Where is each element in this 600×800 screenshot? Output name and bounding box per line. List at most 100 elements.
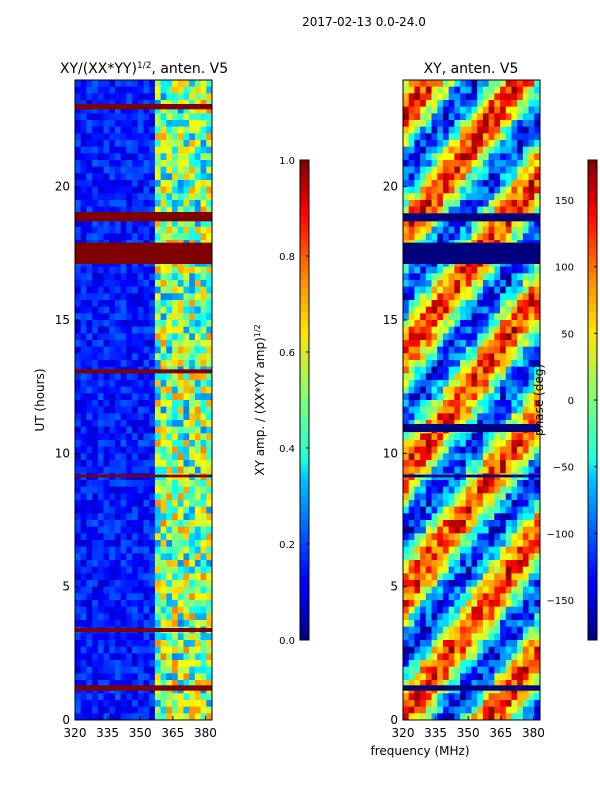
heatmap-cell [442,380,450,388]
heatmap-cell [189,673,196,681]
heatmap-cell [137,540,144,548]
heatmap-cell [103,340,110,348]
heatmap-cell [528,646,535,654]
heatmap-cell [177,546,184,554]
heatmap-cell [86,673,93,681]
heatmap-cell [437,113,444,121]
heatmap-cell [200,433,207,441]
flagged-band [403,474,540,478]
heatmap-cell [494,113,501,121]
heatmap-cell [154,233,162,241]
heatmap-cell [431,453,438,461]
heatmap-cell [420,386,427,394]
heatmap-cell [414,140,421,148]
heatmap-cell [425,393,432,401]
heatmap-cell [200,466,207,474]
heatmap-cell [137,140,144,148]
heatmap-cell [166,426,173,434]
heatmap-cell [166,320,173,328]
heatmap-cell [448,680,455,688]
heatmap-cell [505,666,512,674]
heatmap-cell [505,433,512,441]
heatmap-cell [109,100,116,108]
heatmap-cell [86,93,93,101]
heatmap-cell [414,193,421,201]
heatmap-cell [477,313,484,321]
heatmap-cell [160,100,167,108]
heatmap-cell [505,500,512,508]
heatmap-cell [477,526,484,534]
heatmap-cell [103,680,110,688]
heatmap-cell [183,566,190,574]
heatmap-cell [75,533,82,541]
heatmap-cell [420,433,427,441]
heatmap-cell [126,620,133,628]
heatmap-cell [517,406,524,414]
heatmap-cell [97,93,104,101]
heatmap-cell [471,306,478,314]
heatmap-cell [534,340,541,348]
heatmap-cell [477,340,484,348]
heatmap-cell [132,613,139,621]
heatmap-cell [477,573,484,581]
heatmap-cell [420,526,427,534]
heatmap-cell [137,586,144,594]
heatmap-cell [471,413,478,421]
heatmap-cell [143,446,150,454]
heatmap-cell [92,653,99,661]
heatmap-cell [132,360,139,368]
heatmap-cell [522,453,529,461]
heatmap-cell [86,346,93,354]
heatmap-cell [471,153,478,161]
heatmap-cell [86,333,93,341]
heatmap-cell [149,606,156,614]
heatmap-cell [522,333,529,341]
heatmap-cell [154,426,162,434]
heatmap-cell [420,673,427,681]
heatmap-cell [414,553,421,561]
heatmap-cell [505,180,512,188]
heatmap-cell [172,433,179,441]
heatmap-cell [420,293,427,301]
heatmap-cell [517,520,524,528]
heatmap-cell [477,580,484,588]
heatmap-cell [206,140,213,148]
heatmap-cell [75,540,82,548]
heatmap-cell [80,100,87,108]
heatmap-cell [86,400,93,408]
heatmap-cell [177,480,184,488]
heatmap-cell [194,566,201,574]
heatmap-cell [448,340,455,348]
heatmap-cell [442,553,450,561]
heatmap-cell [206,673,213,681]
heatmap-cell [534,700,541,708]
heatmap-cell [471,120,478,128]
heatmap-cell [172,560,179,568]
heatmap-cell [437,173,444,181]
heatmap-cell [488,400,495,408]
heatmap-cell [500,713,507,721]
heatmap-cell [465,93,472,101]
heatmap-cell [206,293,213,301]
heatmap-cell [154,293,162,301]
heatmap-cell [149,80,156,88]
heatmap-cell [505,266,512,274]
heatmap-cell [206,580,213,588]
heatmap-cell [154,493,162,501]
heatmap-cell [425,126,432,134]
heatmap-cell [80,313,87,321]
heatmap-cell [494,200,501,208]
heatmap-cell [488,313,495,321]
heatmap-cell [103,153,110,161]
heatmap-cell [454,206,461,214]
heatmap-cell [120,600,127,608]
heatmap-cell [482,140,490,148]
heatmap-cell [189,493,196,501]
heatmap-cell [403,460,410,468]
heatmap-cell [149,546,156,554]
heatmap-cell [505,600,512,608]
heatmap-cell [454,333,461,341]
heatmap-cell [454,300,461,308]
heatmap-cell [460,300,467,308]
